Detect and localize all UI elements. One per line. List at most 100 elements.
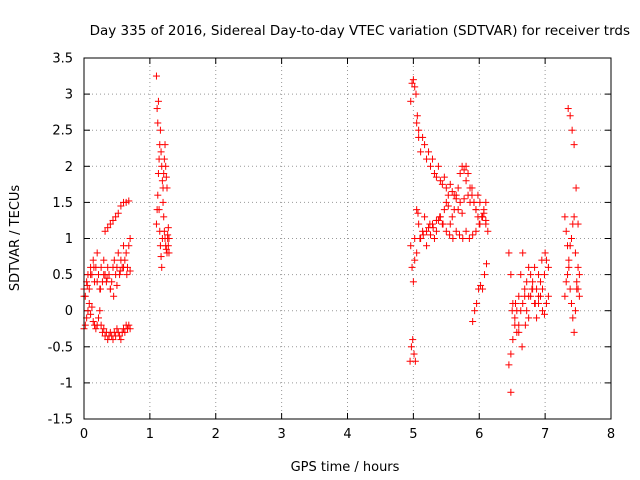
data-point (85, 299, 93, 307)
data-point (566, 112, 574, 120)
data-point (537, 278, 545, 286)
data-point (480, 206, 488, 214)
data-point (507, 271, 515, 279)
data-point (452, 195, 460, 203)
data-point (432, 216, 440, 224)
data-point (505, 249, 513, 257)
data-point (409, 336, 417, 344)
data-point (106, 285, 114, 293)
data-point (477, 281, 485, 289)
data-point (442, 227, 450, 235)
data-point (93, 249, 101, 257)
x-tick-label: 3 (277, 427, 285, 442)
data-point (109, 336, 117, 344)
data-point (125, 197, 133, 205)
data-point (160, 170, 168, 178)
data-point (444, 202, 452, 210)
data-point (562, 278, 570, 286)
data-point (509, 336, 517, 344)
x-tick-label: 6 (475, 427, 483, 442)
data-point (454, 184, 462, 192)
data-point (511, 314, 519, 322)
data-point (567, 235, 575, 242)
data-point (540, 310, 548, 318)
data-point (528, 285, 536, 293)
data-point (83, 281, 91, 289)
data-point (473, 299, 481, 307)
data-point (89, 256, 97, 264)
data-point (106, 220, 114, 228)
data-point (573, 278, 581, 286)
data-point (160, 227, 168, 235)
data-point (574, 285, 582, 293)
data-point (454, 206, 462, 214)
data-point (474, 191, 482, 199)
data-point (521, 285, 529, 293)
data-point (571, 307, 579, 315)
data-point (87, 271, 95, 279)
data-point (521, 321, 529, 329)
data-point (479, 213, 487, 221)
data-point (428, 155, 436, 163)
data-point (469, 318, 477, 326)
x-tick-label: 1 (146, 427, 154, 442)
data-point (425, 148, 433, 156)
data-point (411, 256, 419, 264)
data-point (515, 321, 523, 329)
data-point (505, 361, 513, 369)
y-tick-label: 0 (65, 304, 73, 319)
data-point (409, 76, 417, 84)
data-point (568, 126, 576, 134)
data-point (89, 318, 97, 326)
data-point (427, 162, 435, 170)
data-point (419, 231, 427, 239)
data-point (87, 310, 95, 318)
data-point (471, 307, 479, 315)
data-point (421, 141, 429, 149)
data-point (572, 184, 580, 192)
data-point (430, 235, 438, 242)
data-point (110, 292, 118, 300)
data-point (90, 263, 98, 271)
data-point (439, 220, 447, 228)
data-point (158, 177, 166, 185)
y-tick-label: 1.5 (52, 196, 73, 211)
data-point (566, 285, 574, 293)
data-point (456, 170, 464, 178)
data-point (507, 388, 515, 396)
data-point (523, 278, 531, 286)
data-point (438, 180, 446, 188)
data-point (157, 253, 165, 261)
data-point (121, 256, 129, 264)
data-point (419, 133, 427, 141)
data-point (110, 256, 118, 264)
data-point (561, 292, 569, 300)
data-point (442, 184, 450, 192)
data-point (570, 213, 578, 221)
y-tick-label: -0.5 (48, 340, 73, 355)
data-point (409, 278, 417, 286)
data-point (541, 249, 549, 257)
y-tick-label: 0.5 (52, 268, 73, 283)
data-point (100, 271, 108, 279)
data-point (116, 267, 124, 275)
data-point (125, 242, 133, 250)
data-point (432, 173, 440, 181)
data-point (92, 325, 100, 333)
data-point (160, 155, 168, 163)
data-point (544, 263, 552, 271)
data-point (100, 325, 108, 333)
data-point (121, 328, 129, 336)
data-point (120, 263, 128, 271)
data-point (411, 357, 419, 365)
data-point (100, 256, 108, 264)
data-point (164, 224, 172, 232)
data-point (446, 220, 454, 228)
data-point (162, 245, 170, 253)
data-point (163, 184, 171, 192)
data-point (156, 126, 164, 134)
data-point (515, 328, 523, 336)
data-point (479, 285, 487, 293)
data-point (152, 220, 160, 228)
